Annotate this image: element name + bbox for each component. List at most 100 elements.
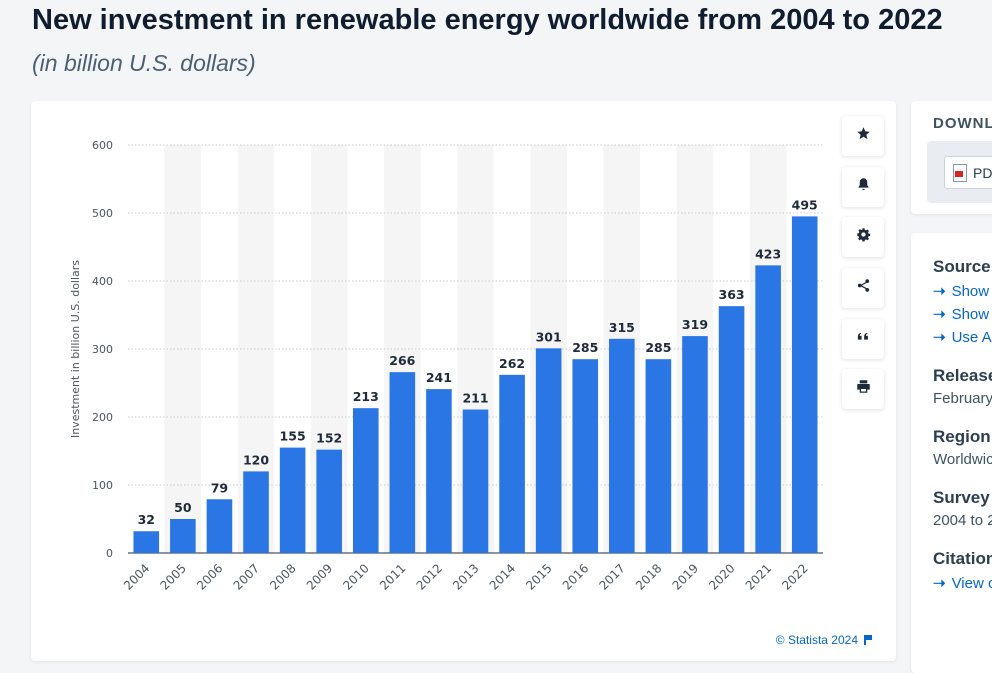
x-tick-label-2022: 2022: [779, 561, 810, 592]
source-link-2[interactable]: ➝ Show: [933, 305, 992, 323]
share-icon: [856, 278, 871, 298]
page-title: New investment in renewable energy world…: [32, 4, 943, 36]
bar-2019[interactable]: [682, 336, 708, 553]
data-label-2016: 285: [572, 340, 598, 355]
bar-2017[interactable]: [609, 338, 635, 553]
print-icon: [856, 379, 871, 399]
y-tick-label: 400: [92, 275, 113, 288]
data-label-2019: 319: [682, 317, 708, 332]
bar-2013[interactable]: [462, 409, 489, 553]
y-axis-title: Investment in billion U.S. dollars: [69, 260, 82, 438]
release-value: February: [933, 390, 992, 407]
statistic-info-panel: Source ➝ Show ➝ Show ➝ Use A Release Februa…: [911, 233, 992, 673]
citation-label: Citation: [933, 549, 992, 568]
data-label-2017: 315: [609, 320, 635, 335]
x-tick-label-2007: 2007: [231, 561, 262, 592]
data-label-2013: 211: [462, 391, 488, 406]
y-tick-label: 600: [92, 139, 113, 152]
arrow-right-icon: ➝: [933, 329, 946, 346]
citation-link[interactable]: ➝ View c: [933, 574, 992, 592]
x-tick-label-2004: 2004: [121, 561, 152, 592]
x-tick-label-2021: 2021: [743, 561, 774, 592]
bar-2016[interactable]: [572, 359, 599, 553]
download-panel: DOWNL PD: [911, 101, 992, 214]
x-tick-label-2013: 2013: [450, 561, 481, 592]
source-section: Source ➝ Show ➝ Show ➝ Use A: [933, 257, 992, 346]
bar-2022[interactable]: [791, 216, 818, 553]
bell-icon: [856, 177, 871, 197]
pdf-file-icon: [953, 163, 967, 182]
data-label-2007: 120: [243, 452, 269, 467]
x-tick-label-2009: 2009: [304, 561, 335, 592]
x-tick-label-2018: 2018: [633, 561, 664, 592]
star-icon: [856, 126, 871, 146]
bar-2010[interactable]: [352, 408, 379, 553]
source-link-3-label: Use A: [951, 329, 992, 346]
x-tick-label-2006: 2006: [194, 561, 225, 592]
notification-button[interactable]: [842, 167, 884, 207]
page-subtitle: (in billion U.S. dollars): [32, 50, 256, 76]
x-tick-label-2012: 2012: [414, 561, 445, 592]
arrow-right-icon: ➝: [933, 306, 946, 323]
data-label-2008: 155: [280, 429, 306, 444]
bar-2006[interactable]: [206, 499, 233, 553]
source-link-2-label: Show: [951, 306, 990, 323]
data-label-2022: 495: [792, 197, 818, 212]
bar-2007[interactable]: [243, 471, 269, 553]
quote-icon: [856, 329, 871, 349]
chart-credit[interactable]: © Statista 2024: [776, 633, 872, 647]
x-tick-label-2020: 2020: [706, 561, 737, 592]
data-label-2012: 241: [426, 370, 452, 385]
data-label-2011: 266: [389, 353, 415, 368]
data-label-2006: 79: [211, 480, 228, 495]
arrow-right-icon: ➝: [933, 575, 946, 592]
x-tick-label-2017: 2017: [596, 561, 627, 592]
data-label-2010: 213: [353, 389, 379, 404]
download-heading: DOWNL: [933, 115, 992, 132]
bar-chart: 0 100 200 300 400 500 600 Investment in billion…: [69, 139, 823, 593]
bar-2021[interactable]: [755, 265, 781, 553]
release-section: Release February: [933, 366, 992, 407]
download-area: PD: [927, 141, 992, 203]
x-tick-label-2005: 2005: [157, 561, 188, 592]
bar-2012[interactable]: [426, 389, 452, 553]
data-label-2014: 262: [499, 356, 525, 371]
pdf-download-button[interactable]: PD: [944, 156, 992, 189]
statista-credit-label[interactable]: © Statista 2024: [775, 633, 858, 647]
source-label: Source: [933, 257, 991, 276]
citation-section: Citation ➝ View c: [933, 549, 992, 592]
data-label-2021: 423: [755, 246, 781, 261]
y-tick-label: 200: [92, 411, 113, 424]
bar-2009[interactable]: [316, 449, 342, 553]
settings-button[interactable]: [842, 217, 884, 257]
chart-card: 0 100 200 300 400 500 600 Investment in billion…: [31, 101, 896, 661]
arrow-right-icon: ➝: [933, 283, 946, 300]
data-label-2004: 32: [138, 512, 155, 527]
print-button[interactable]: [842, 369, 884, 409]
bar-2005[interactable]: [170, 519, 196, 553]
data-label-2018: 285: [645, 340, 671, 355]
source-link-1[interactable]: ➝ Show: [933, 282, 992, 300]
x-tick-label-2014: 2014: [487, 561, 518, 592]
bar-2020[interactable]: [718, 306, 745, 553]
bar-2015[interactable]: [535, 348, 562, 553]
bar-2018[interactable]: [645, 359, 672, 553]
y-tick-label: 500: [92, 207, 113, 220]
y-tick-label: 100: [92, 479, 113, 492]
bar-2014[interactable]: [499, 374, 525, 553]
flag-icon[interactable]: [864, 635, 872, 645]
favorite-button[interactable]: [842, 116, 884, 156]
x-tick-label-2019: 2019: [670, 561, 701, 592]
y-tick-label: 300: [92, 343, 113, 356]
bar-2004[interactable]: [133, 531, 160, 553]
x-tick-label-2011: 2011: [377, 561, 408, 592]
bar-2011[interactable]: [389, 372, 416, 553]
survey-label: Survey: [933, 488, 990, 507]
survey-section: Survey 2004 to 2: [933, 488, 992, 529]
source-link-3[interactable]: ➝ Use A: [933, 328, 992, 346]
data-label-2009: 152: [316, 431, 342, 446]
cite-button[interactable]: [842, 319, 884, 359]
share-button[interactable]: [842, 268, 884, 308]
region-section: Region Worldwic: [933, 427, 992, 468]
bar-2008[interactable]: [279, 447, 306, 553]
